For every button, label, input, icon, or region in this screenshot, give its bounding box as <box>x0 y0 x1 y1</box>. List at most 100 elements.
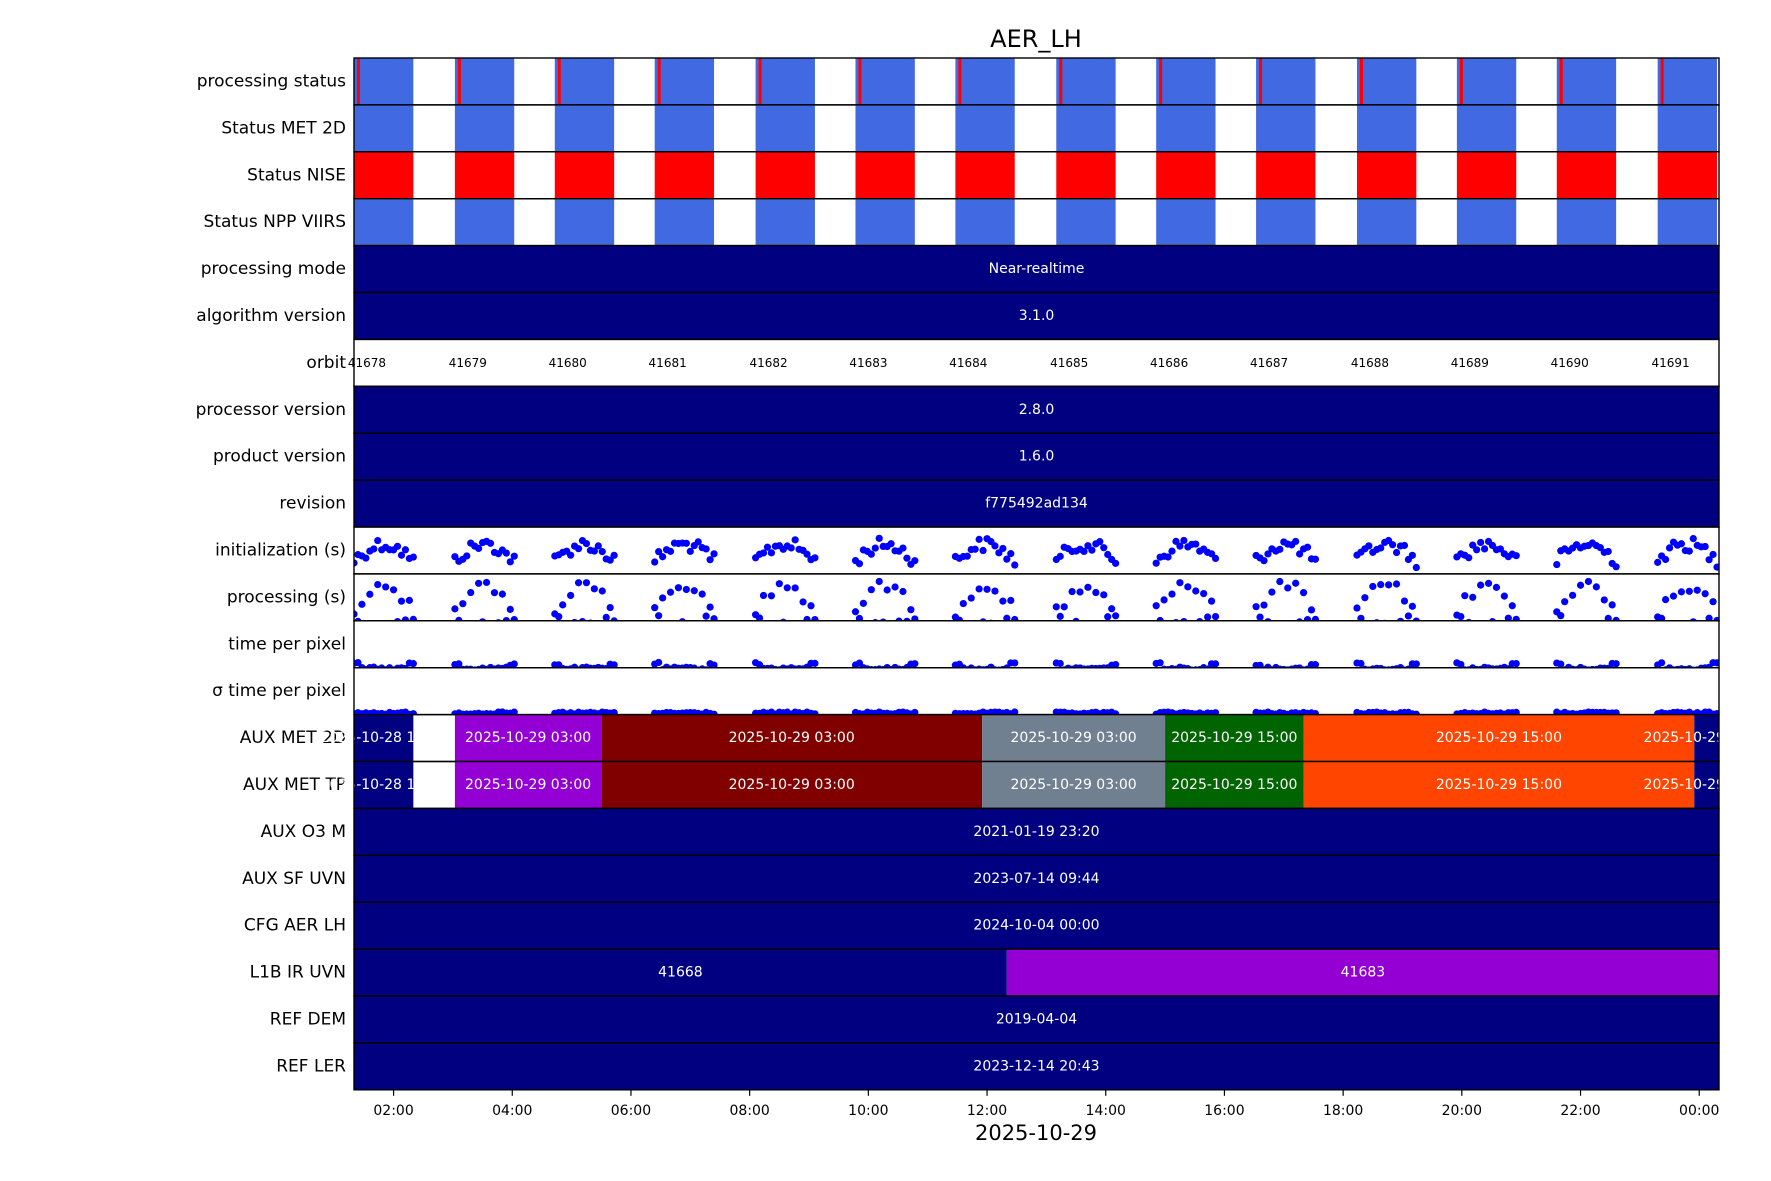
data-point <box>510 616 518 621</box>
data-point <box>911 557 919 565</box>
data-point <box>1108 605 1116 613</box>
data-point <box>710 710 718 715</box>
status-bar <box>1256 104 1316 152</box>
row-l1b-ir-uvn: L1B IR UVN 41668 41683 <box>250 948 1720 997</box>
status-bar <box>1056 104 1116 152</box>
x-tick-label: 12:00 <box>967 1103 1007 1119</box>
data-point <box>1104 550 1112 559</box>
data-point <box>393 542 402 550</box>
status-bar <box>955 104 1015 152</box>
x-tick: 02:00 <box>373 1089 414 1119</box>
x-tick: 12:00 <box>967 1089 1007 1119</box>
data-point <box>1361 594 1369 602</box>
data-point <box>1396 664 1405 668</box>
orbit-number: 41686 <box>1150 356 1188 370</box>
data-point <box>1011 561 1019 569</box>
orbit-number: 41688 <box>1351 356 1389 370</box>
data-point <box>1392 548 1401 557</box>
data-point <box>1112 661 1120 668</box>
data-point <box>871 544 879 552</box>
segment-label: 41683 <box>1341 965 1386 981</box>
row-label: Status MET 2D <box>221 118 346 138</box>
status-bar <box>1356 104 1417 152</box>
data-point <box>506 558 514 566</box>
data-point <box>1180 617 1188 621</box>
data-point <box>482 578 491 587</box>
data-point <box>1504 614 1512 621</box>
data-point <box>1557 660 1565 668</box>
row-ref-dem: REF DEM 2019-04-04 <box>270 995 1720 1044</box>
data-point <box>1276 577 1284 586</box>
orbit-number: 41690 <box>1551 356 1589 370</box>
status-bar <box>1056 198 1116 246</box>
status-bar <box>654 104 715 152</box>
row-status-met-2d: Status MET 2D <box>221 104 1720 153</box>
segment-bar <box>601 761 983 809</box>
data-point <box>983 585 991 593</box>
data-point <box>1303 616 1312 621</box>
data-point <box>1311 615 1320 621</box>
x-axis-label: 2025-10-29 <box>975 1121 1097 1145</box>
data-point <box>999 544 1007 553</box>
row-cfg-aer-lh: CFG AER LH 2024-10-04 00:00 <box>244 901 1720 950</box>
data-point <box>1303 543 1312 551</box>
status-bar <box>1456 198 1517 246</box>
data-point <box>1092 588 1100 597</box>
data-point <box>1404 612 1413 620</box>
segment-bar <box>354 855 1719 903</box>
status-bar <box>1356 58 1417 105</box>
data-point <box>1461 592 1469 600</box>
segment-bar <box>354 902 1719 950</box>
status-bar <box>354 104 414 152</box>
data-point <box>1508 602 1516 610</box>
x-tick: 00:00 <box>1679 1089 1719 1119</box>
row-orbit: orbit 41678 41679 41680 41681 41682 41683 41684… <box>306 338 1720 387</box>
data-point <box>475 544 483 552</box>
segment-bar <box>354 996 1719 1043</box>
data-point <box>1207 597 1216 605</box>
data-point <box>451 553 459 561</box>
data-point <box>1100 591 1108 599</box>
segment-bar <box>454 761 602 809</box>
data-point <box>490 589 499 597</box>
status-bar <box>1156 198 1216 246</box>
data-point <box>911 660 919 668</box>
data-point <box>851 608 860 616</box>
data-point <box>706 556 714 564</box>
data-point <box>1592 583 1600 591</box>
data-point <box>567 551 575 559</box>
data-point <box>1080 547 1088 556</box>
data-point <box>354 610 358 618</box>
data-point <box>1156 616 1164 621</box>
row-aux-sf-uvn: AUX SF UVN 2023-07-14 09:44 <box>242 854 1720 903</box>
data-point <box>1211 612 1220 621</box>
data-point <box>401 546 410 554</box>
data-point <box>911 615 919 621</box>
status-bar <box>454 151 515 199</box>
data-point <box>855 614 864 621</box>
status-bar <box>454 104 515 152</box>
data-point <box>855 560 864 568</box>
data-point <box>598 548 606 556</box>
data-point <box>510 708 518 715</box>
data-point <box>486 539 495 547</box>
data-point <box>1299 589 1308 597</box>
data-point <box>1669 592 1678 600</box>
data-point <box>690 664 698 668</box>
error-flag <box>1660 58 1664 105</box>
data-point <box>397 597 406 605</box>
orbit-number: 41682 <box>749 356 787 370</box>
error-flag <box>858 58 862 105</box>
data-point <box>578 617 587 621</box>
orbit-number: 41687 <box>1250 356 1288 370</box>
row-label: processor version <box>196 400 346 420</box>
data-point <box>1400 597 1409 605</box>
data-point <box>602 613 610 621</box>
data-point <box>1709 598 1717 606</box>
data-point <box>1596 544 1604 552</box>
segment-bar <box>1165 761 1304 809</box>
data-point <box>1496 545 1505 553</box>
segment-label: 3.1.0 <box>1019 308 1055 324</box>
data-point <box>1168 547 1176 555</box>
